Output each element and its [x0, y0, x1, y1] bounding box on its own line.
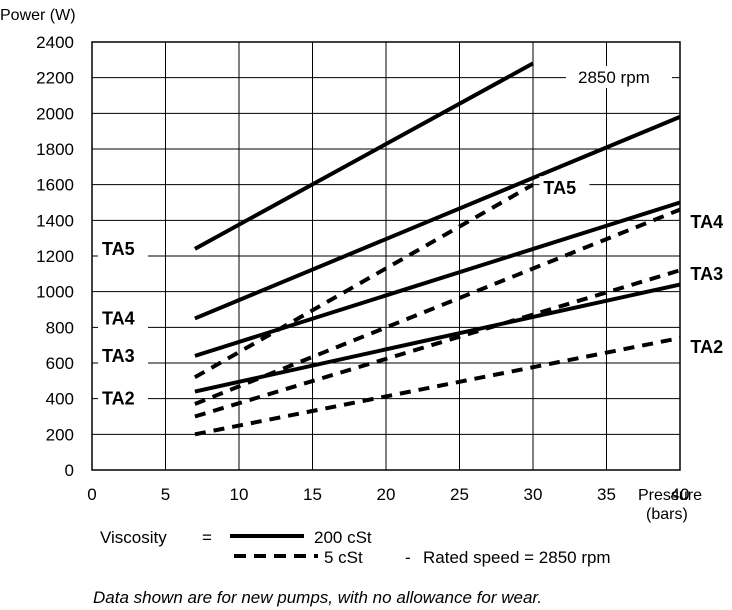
series-line-ta5-5cst: [193, 182, 534, 380]
series-line-ta5-200cst: [193, 61, 534, 251]
series-label-left-ta4-bg: [98, 306, 148, 331]
y-axis-title: Power (W): [0, 7, 76, 24]
legend-equals: =: [202, 528, 212, 547]
series-labels: TA5 TA4 TA3 TA2 TA5 TA4 TA3 TA2: [98, 176, 732, 411]
x-tick-label: 25: [450, 485, 469, 504]
x-tick-label: 35: [597, 485, 616, 504]
y-tick-label: 200: [46, 425, 74, 444]
y-tick-label: 600: [46, 354, 74, 373]
grid-lines: [91, 41, 681, 471]
y-tick-label: 800: [46, 318, 74, 337]
legend-viscosity-label: Viscosity: [100, 528, 167, 547]
series-label-right-ta2: TA2: [690, 337, 723, 357]
y-tick-label: 1200: [36, 247, 74, 266]
series-line-ta3-5cst: [194, 268, 681, 419]
series-label-right-ta5-bg: [539, 176, 590, 201]
series-label-left-ta3-bg: [98, 343, 148, 368]
speed-label-bg: [566, 66, 672, 88]
series-label-left-ta4: TA4: [102, 308, 135, 328]
y-tick-label: 2400: [36, 33, 74, 52]
y-tick-label: 1000: [36, 283, 74, 302]
y-tick-label: 2200: [36, 69, 74, 88]
legend-rated-speed: Rated speed = 2850 rpm: [423, 548, 611, 567]
plot-frame: [91, 41, 681, 471]
x-tick-label: 40: [671, 485, 690, 504]
series-label-right-ta4: TA4: [690, 212, 723, 232]
x-tick-label: 30: [524, 485, 543, 504]
legend: Viscosity = 200 cSt 5 cSt - Rated speed …: [100, 528, 611, 567]
x-axis-title-line2: (bars): [646, 506, 688, 523]
series-line-ta4-200cst: [194, 115, 681, 321]
series-label-left-ta2-bg: [98, 386, 148, 411]
series-label-left-ta3: TA3: [102, 346, 135, 366]
x-tick-label: 0: [87, 485, 96, 504]
y-tick-label: 2000: [36, 104, 74, 123]
y-tick-label: 1600: [36, 176, 74, 195]
series-label-right-ta4-bg: [686, 210, 732, 235]
series-label-right-ta2-bg: [686, 334, 732, 359]
series-label-right-ta3: TA3: [690, 264, 723, 284]
series-label-left-ta5-bg: [98, 236, 148, 261]
series-label-left-ta5: TA5: [102, 239, 135, 259]
series-label-left-ta2: TA2: [102, 389, 135, 409]
series-line-ta2-5cst: [194, 336, 681, 437]
x-tick-label: 5: [161, 485, 170, 504]
x-tick-label: 15: [303, 485, 322, 504]
tick-labels: 0 5 10 15 20 25 30 35 40020040060080010001200140…: [36, 33, 689, 504]
speed-label: 2850 rpm: [578, 68, 650, 87]
x-tick-label: 20: [377, 485, 396, 504]
legend-dashed-label: 5 cSt: [324, 548, 363, 567]
footnote: Data shown are for new pumps, with no al…: [93, 588, 542, 607]
y-tick-label: 1400: [36, 211, 74, 230]
series-line-ta3-200cst: [194, 200, 681, 358]
y-tick-label: 400: [46, 390, 74, 409]
legend-dash: -: [405, 548, 411, 567]
x-tick-label: 10: [230, 485, 249, 504]
y-tick-label: 0: [65, 461, 74, 480]
series-label-right-ta5: TA5: [543, 178, 576, 198]
series-label-right-ta3-bg: [686, 261, 732, 286]
y-tick-label: 1800: [36, 140, 74, 159]
x-axis-title-line1: Pressure: [638, 487, 702, 504]
series-line-ta4-5cst: [194, 207, 681, 406]
series-lines: [193, 61, 681, 437]
legend-solid-label: 200 cSt: [314, 528, 372, 547]
